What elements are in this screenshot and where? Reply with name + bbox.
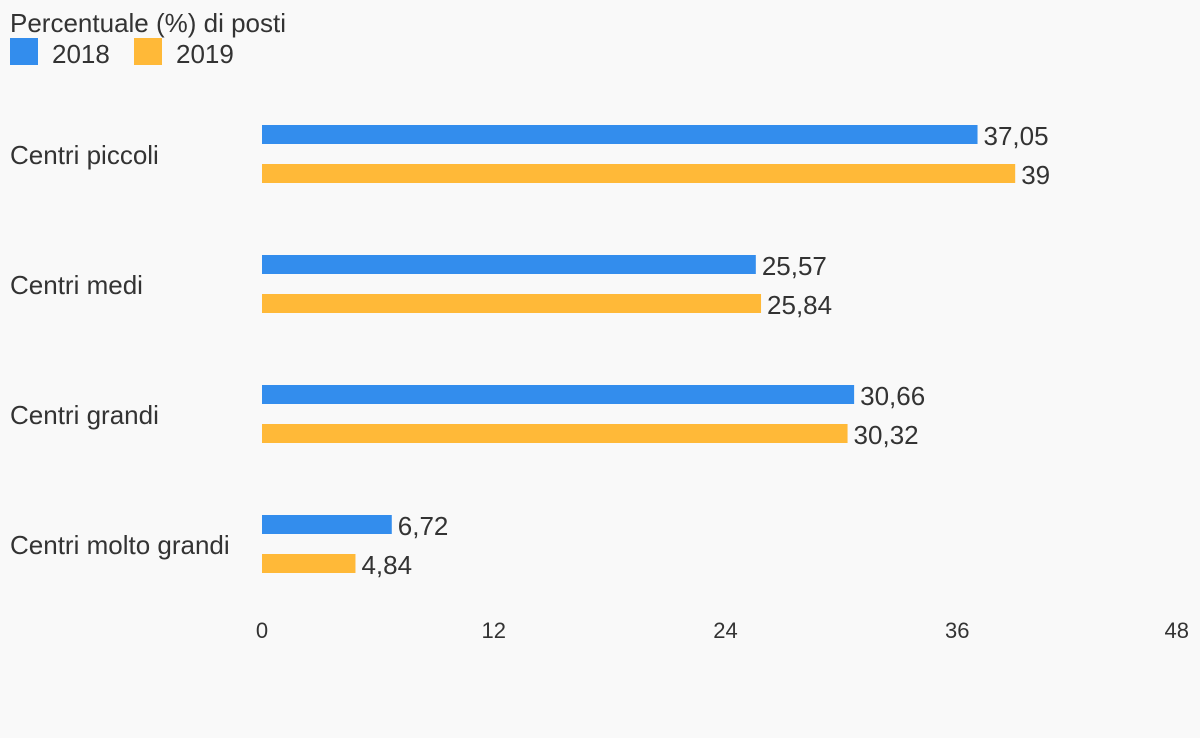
data-label-2019: 4,84: [361, 550, 412, 580]
data-label-2019: 25,84: [767, 290, 832, 320]
bar-2018: [262, 255, 756, 274]
category-labels: Centri piccoli Centri medi Centri grandi Ce…: [10, 140, 230, 560]
bars: 37,05 39 25,57 25,84 30,66 30,32 6,72 4,84: [262, 121, 1050, 580]
legend-swatch-2019: [134, 38, 162, 65]
bar-2019: [262, 164, 1016, 183]
category-label: Centri medi: [10, 270, 143, 300]
legend-label-2018: 2018: [52, 39, 110, 69]
data-label-2019: 39: [1021, 160, 1050, 190]
bar-2019: [262, 424, 848, 443]
x-tick-label: 0: [256, 618, 268, 643]
category-label: Centri molto grandi: [10, 530, 230, 560]
bar-2019: [262, 294, 762, 313]
data-label-2018: 30,66: [860, 381, 925, 411]
data-label-2018: 6,72: [398, 511, 449, 541]
chart-title: Percentuale (%) di posti: [10, 8, 286, 38]
bar-2018: [262, 515, 392, 534]
data-label-2018: 25,57: [762, 251, 827, 281]
bar-2019: [262, 554, 356, 573]
x-axis-ticks: 0 12 24 36 48: [256, 618, 1189, 643]
category-label: Centri piccoli: [10, 140, 159, 170]
data-label-2018: 37,05: [984, 121, 1049, 151]
x-tick-label: 48: [1165, 618, 1189, 643]
legend-swatch-2018: [10, 38, 38, 65]
x-tick-label: 36: [945, 618, 969, 643]
category-label: Centri grandi: [10, 400, 159, 430]
legend: 2018 2019: [10, 38, 234, 69]
x-tick-label: 12: [482, 618, 506, 643]
bar-2018: [262, 125, 978, 144]
data-label-2019: 30,32: [854, 420, 919, 450]
legend-label-2019: 2019: [176, 39, 234, 69]
x-tick-label: 24: [713, 618, 737, 643]
bar-2018: [262, 385, 855, 404]
